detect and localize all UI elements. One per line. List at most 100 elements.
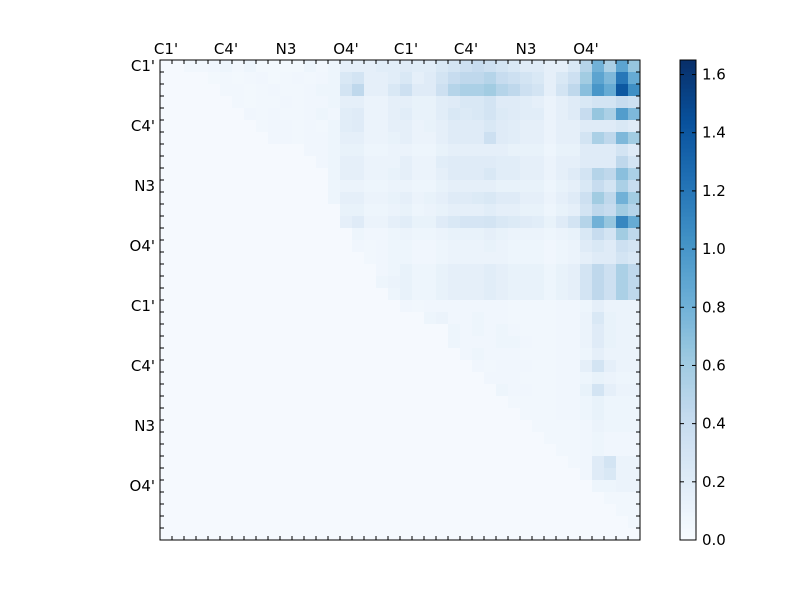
heatmap-cell	[424, 264, 437, 277]
heatmap-cell	[604, 84, 617, 97]
heatmap-cell	[316, 180, 329, 193]
heatmap-cell	[220, 288, 233, 301]
heatmap-cell	[532, 432, 545, 445]
heatmap-cell	[232, 168, 245, 181]
heatmap-cell	[172, 372, 185, 385]
heatmap-cell	[388, 276, 401, 289]
heatmap-cell	[196, 324, 209, 337]
heatmap-cell	[400, 492, 413, 505]
heatmap-cell	[184, 288, 197, 301]
heatmap-cell	[184, 420, 197, 433]
heatmap-cell	[412, 168, 425, 181]
heatmap-cell	[256, 468, 269, 481]
heatmap-cell	[244, 360, 257, 373]
heatmap-cell	[160, 456, 173, 469]
heatmap-cell	[196, 252, 209, 265]
heatmap-cell	[412, 324, 425, 337]
heatmap-cell	[232, 108, 245, 121]
heatmap-cell	[592, 396, 605, 409]
heatmap-cell	[376, 528, 389, 541]
colorbar-band	[680, 300, 696, 305]
colorbar-band	[680, 176, 696, 181]
heatmap-cell	[316, 492, 329, 505]
heatmap-cell	[496, 84, 509, 97]
heatmap-cell	[280, 180, 293, 193]
heatmap-cell	[508, 84, 521, 97]
heatmap-cell	[472, 336, 485, 349]
heatmap-cell	[400, 228, 413, 241]
heatmap-cell	[628, 480, 641, 493]
heatmap-cell	[580, 516, 593, 529]
heatmap-cell	[604, 360, 617, 373]
heatmap-cell	[280, 96, 293, 109]
heatmap-cell	[196, 168, 209, 181]
heatmap-cell	[196, 348, 209, 361]
colorbar-band	[680, 532, 696, 537]
heatmap-cell	[388, 84, 401, 97]
heatmap-cell	[292, 504, 305, 517]
colorbar-band	[680, 432, 696, 437]
colorbar-band	[680, 212, 696, 217]
heatmap-cell	[304, 300, 317, 313]
heatmap-cell	[460, 60, 473, 73]
heatmap-cell	[544, 120, 557, 133]
heatmap-cell	[388, 312, 401, 325]
heatmap-cell	[412, 132, 425, 145]
heatmap-cell	[160, 444, 173, 457]
y-tick-label: N3	[134, 177, 155, 195]
heatmap-cell	[568, 180, 581, 193]
heatmap-cell	[448, 420, 461, 433]
colorbar-band	[680, 456, 696, 461]
heatmap-cell	[592, 108, 605, 121]
heatmap-cell	[472, 180, 485, 193]
heatmap-cell	[484, 240, 497, 253]
heatmap-cell	[424, 456, 437, 469]
heatmap-cell	[376, 336, 389, 349]
heatmap-cell	[400, 444, 413, 457]
heatmap-cell	[424, 384, 437, 397]
heatmap-cell	[364, 72, 377, 85]
heatmap-cell	[460, 408, 473, 421]
heatmap-cell	[172, 468, 185, 481]
heatmap-cell	[340, 156, 353, 169]
heatmap-cell	[520, 324, 533, 337]
heatmap-cell	[352, 96, 365, 109]
heatmap-cell	[448, 468, 461, 481]
heatmap-cell	[388, 156, 401, 169]
heatmap-cell	[628, 372, 641, 385]
heatmap-cell	[376, 420, 389, 433]
heatmap-cell	[544, 432, 557, 445]
heatmap-cell	[484, 336, 497, 349]
heatmap-cell	[604, 444, 617, 457]
heatmap-cell	[472, 360, 485, 373]
heatmap-cell	[568, 192, 581, 205]
heatmap-cell	[364, 336, 377, 349]
heatmap-cell	[412, 192, 425, 205]
heatmap-cell	[184, 300, 197, 313]
heatmap-cell	[268, 528, 281, 541]
heatmap-cell	[184, 144, 197, 157]
heatmap-cell	[532, 444, 545, 457]
heatmap-cell	[400, 504, 413, 517]
heatmap-cell	[544, 336, 557, 349]
heatmap-cell	[388, 60, 401, 73]
heatmap-cell	[316, 168, 329, 181]
heatmap-cell	[424, 228, 437, 241]
heatmap-cell	[592, 60, 605, 73]
heatmap-cell	[472, 408, 485, 421]
heatmap-cell	[448, 300, 461, 313]
heatmap-cell	[532, 324, 545, 337]
heatmap-cell	[532, 60, 545, 73]
heatmap-cell	[628, 456, 641, 469]
colorbar-band	[680, 488, 696, 493]
heatmap-cell	[580, 240, 593, 253]
heatmap-cell	[376, 480, 389, 493]
heatmap-cell	[160, 288, 173, 301]
heatmap-cell	[616, 468, 629, 481]
heatmap-cell	[172, 108, 185, 121]
heatmap-cell	[556, 180, 569, 193]
heatmap-cell	[304, 132, 317, 145]
heatmap-cell	[532, 528, 545, 541]
heatmap-cell	[412, 384, 425, 397]
heatmap-cell	[592, 180, 605, 193]
